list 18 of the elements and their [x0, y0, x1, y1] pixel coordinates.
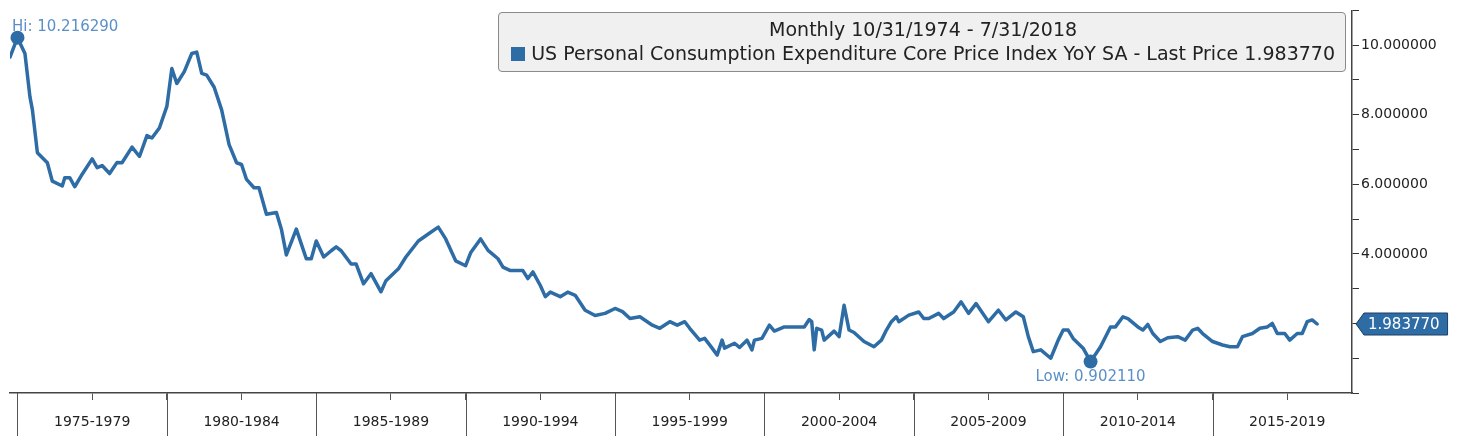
y-tick-label: 8.000000 [1361, 105, 1428, 122]
x-tick-label: 1990-1994 [502, 413, 579, 430]
legend-title: Monthly 10/31/1974 - 7/31/2018 [768, 17, 1079, 42]
x-tick-label: 1995-1999 [651, 413, 728, 430]
legend-label: US Personal Consumption Expenditure Core Price Index YoY SA - Last Price 1.983770 [530, 41, 1335, 66]
x-tick-label: 2000-2004 [800, 413, 878, 430]
annotation: Hi: 10.216290 [12, 17, 119, 36]
x-tick-label: 1980-1984 [203, 413, 280, 430]
text: 1.983770 [1368, 314, 1440, 333]
x-tick-label: 2015-2019 [1249, 413, 1326, 430]
y-tick-label: 4.000000 [1361, 244, 1428, 261]
y-tick-label: 6.000000 [1361, 174, 1428, 191]
y-tick-label: 10.000000 [1361, 35, 1437, 52]
x-tick-label: 2005-2009 [950, 413, 1027, 430]
x-tick-label: 1975-1979 [54, 413, 131, 430]
annotation: Low: 0.902110 [1035, 367, 1146, 386]
x-tick-label: 1985-1989 [352, 413, 430, 430]
x-tick-label: 2010-2014 [1099, 413, 1177, 430]
